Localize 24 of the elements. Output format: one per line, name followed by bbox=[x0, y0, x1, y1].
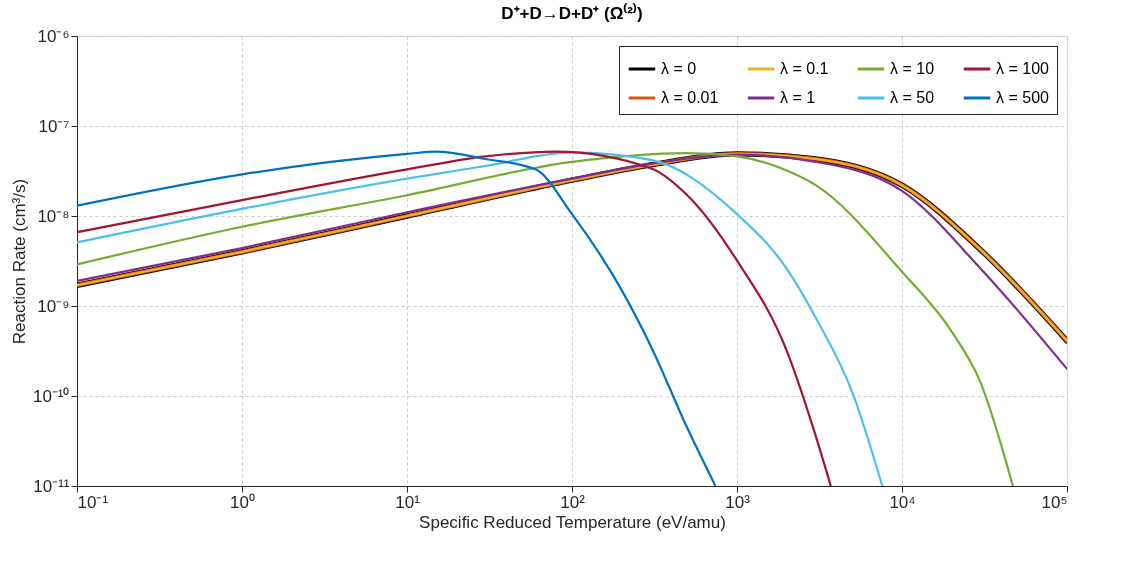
x-tick-label: 10² bbox=[560, 492, 586, 512]
x-tick-label: 10¹ bbox=[395, 492, 421, 512]
legend-label: λ = 0.1 bbox=[780, 60, 829, 77]
y-axis-title: Reaction Rate (cm³/s) bbox=[9, 178, 29, 345]
x-tick-label: 10⁰ bbox=[230, 492, 255, 512]
legend-label: λ = 500 bbox=[996, 89, 1050, 106]
legend-label: λ = 0.01 bbox=[661, 89, 719, 106]
chart-title: D⁺+D→D+D⁺ (Ω⁽²⁾) bbox=[501, 3, 643, 23]
legend-label: λ = 1 bbox=[780, 89, 816, 106]
y-tick-label: 10⁻⁸ bbox=[37, 206, 70, 226]
y-tick-label: 10⁻⁹ bbox=[37, 296, 70, 316]
x-axis-title: Specific Reduced Temperature (eV/amu) bbox=[419, 512, 726, 532]
legend-label: λ = 100 bbox=[996, 60, 1050, 77]
y-tick-label: 10⁻¹⁰ bbox=[32, 386, 70, 406]
legend-label: λ = 0 bbox=[661, 60, 697, 77]
y-tick-label: 10⁻¹¹ bbox=[33, 476, 70, 496]
y-tick-label: 10⁻⁷ bbox=[38, 116, 70, 136]
x-tick-label: 10⁻¹ bbox=[77, 492, 109, 512]
x-tick-label: 10³ bbox=[725, 492, 751, 512]
x-tick-label: 10⁵ bbox=[1041, 492, 1068, 512]
x-tick-label: 10⁴ bbox=[889, 492, 916, 512]
legend-label: λ = 10 bbox=[890, 60, 935, 77]
y-tick-label: 10⁻⁶ bbox=[37, 26, 70, 46]
legend-label: λ = 50 bbox=[890, 89, 935, 106]
